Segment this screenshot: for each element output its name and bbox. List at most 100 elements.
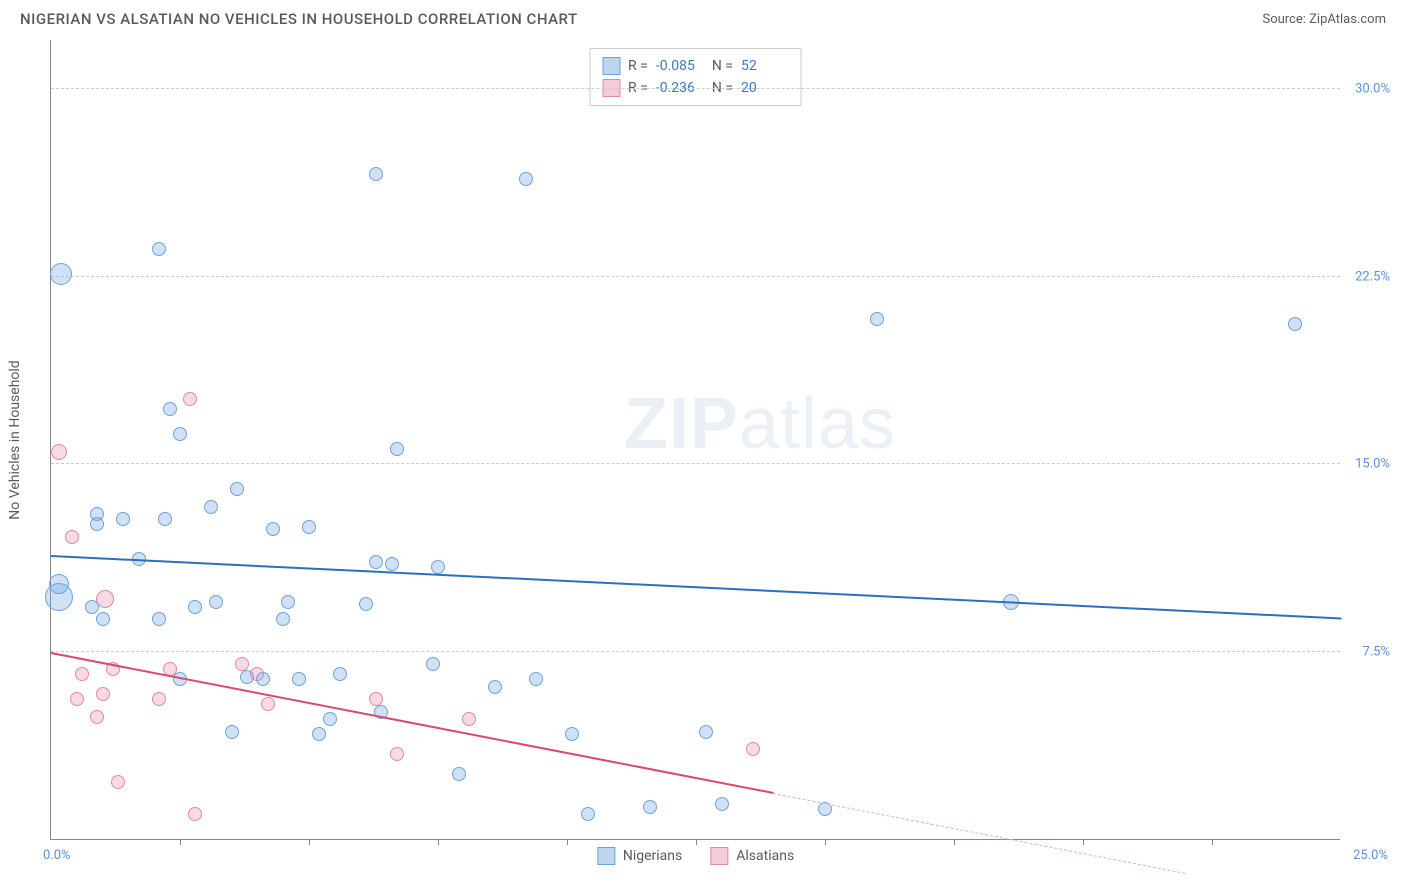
scatter-point xyxy=(261,697,275,711)
scatter-point xyxy=(488,680,502,694)
legend-item: Nigerians xyxy=(597,847,682,865)
scatter-point xyxy=(225,725,239,739)
correlation-stats-box: R =-0.085N =52R =-0.236N =20 xyxy=(589,48,802,106)
scatter-point xyxy=(462,712,476,726)
scatter-point xyxy=(50,263,72,285)
trend-line xyxy=(51,652,774,794)
scatter-point xyxy=(188,600,202,614)
scatter-point xyxy=(746,742,760,756)
scatter-point xyxy=(152,612,166,626)
scatter-point xyxy=(85,600,99,614)
gridline xyxy=(51,651,1340,652)
source-attribution: Source: ZipAtlas.com xyxy=(1262,12,1386,27)
plot-area: ZIPatlas No Vehicles in Household R =-0.… xyxy=(50,40,1340,840)
scatter-point xyxy=(90,710,104,724)
scatter-point xyxy=(581,807,595,821)
n-value: 52 xyxy=(741,58,789,74)
scatter-point xyxy=(116,512,130,526)
x-axis-max-label: 25.0% xyxy=(1353,848,1388,863)
watermark-bold: ZIP xyxy=(624,384,739,464)
scatter-point xyxy=(75,667,89,681)
x-tick xyxy=(309,839,310,845)
scatter-point xyxy=(281,595,295,609)
trend-line xyxy=(51,555,1341,619)
scatter-point xyxy=(390,747,404,761)
scatter-point xyxy=(333,667,347,681)
scatter-point xyxy=(565,727,579,741)
watermark-light: atlas xyxy=(739,384,896,464)
scatter-point xyxy=(240,670,254,684)
n-label: N = xyxy=(712,58,733,74)
scatter-point xyxy=(49,574,69,594)
y-axis-title: No Vehicles in Household xyxy=(7,360,23,519)
scatter-point xyxy=(173,427,187,441)
scatter-point xyxy=(452,767,466,781)
r-label: R = xyxy=(628,58,648,74)
gridline xyxy=(51,88,1340,89)
chart-title: NIGERIAN VS ALSATIAN NO VEHICLES IN HOUS… xyxy=(20,10,578,28)
scatter-point xyxy=(529,672,543,686)
x-tick xyxy=(696,839,697,845)
scatter-point xyxy=(426,657,440,671)
watermark: ZIPatlas xyxy=(624,383,896,465)
series-swatch xyxy=(602,57,620,75)
x-tick xyxy=(438,839,439,845)
scatter-point xyxy=(266,522,280,536)
series-legend: Nigerians Alsatians xyxy=(597,847,794,865)
x-tick xyxy=(567,839,568,845)
scatter-point xyxy=(256,672,270,686)
stats-row: R = -0.085 N = 52 xyxy=(602,55,789,77)
legend-label: Alsatians xyxy=(736,848,794,864)
legend-label: Nigerians xyxy=(623,848,682,864)
scatter-point xyxy=(390,442,404,456)
scatter-point xyxy=(152,692,166,706)
x-axis-min-label: 0.0% xyxy=(43,848,71,863)
scatter-point xyxy=(715,797,729,811)
scatter-point xyxy=(70,692,84,706)
y-tick-label: 22.5% xyxy=(1342,269,1390,284)
scatter-point xyxy=(323,712,337,726)
scatter-point xyxy=(302,520,316,534)
scatter-point xyxy=(369,167,383,181)
scatter-point xyxy=(188,807,202,821)
x-tick xyxy=(825,839,826,845)
scatter-point xyxy=(359,597,373,611)
scatter-point xyxy=(312,727,326,741)
scatter-point xyxy=(643,800,657,814)
scatter-point xyxy=(111,775,125,789)
scatter-point xyxy=(158,512,172,526)
scatter-point xyxy=(183,392,197,406)
header: NIGERIAN VS ALSATIAN NO VEHICLES IN HOUS… xyxy=(0,0,1406,32)
x-tick xyxy=(180,839,181,845)
gridline xyxy=(51,463,1340,464)
y-tick-label: 30.0% xyxy=(1342,82,1390,97)
x-tick xyxy=(1083,839,1084,845)
scatter-point xyxy=(870,312,884,326)
legend-swatch xyxy=(710,847,728,865)
scatter-point xyxy=(96,687,110,701)
scatter-point xyxy=(276,612,290,626)
y-tick-label: 15.0% xyxy=(1342,457,1390,472)
scatter-point xyxy=(431,560,445,574)
scatter-point xyxy=(369,555,383,569)
scatter-point xyxy=(292,672,306,686)
scatter-point xyxy=(65,530,79,544)
chart-container: ZIPatlas No Vehicles in Household R =-0.… xyxy=(50,40,1390,840)
scatter-point xyxy=(152,242,166,256)
scatter-point xyxy=(209,595,223,609)
scatter-point xyxy=(519,172,533,186)
x-tick xyxy=(1212,839,1213,845)
scatter-point xyxy=(96,612,110,626)
r-value: -0.085 xyxy=(656,58,704,74)
scatter-point xyxy=(90,507,104,521)
scatter-point xyxy=(1288,317,1302,331)
scatter-point xyxy=(51,444,67,460)
legend-item: Alsatians xyxy=(710,847,794,865)
source-name: ZipAtlas.com xyxy=(1309,12,1386,27)
legend-swatch xyxy=(597,847,615,865)
y-tick-label: 7.5% xyxy=(1342,644,1390,659)
scatter-point xyxy=(163,402,177,416)
gridline xyxy=(51,276,1340,277)
scatter-point xyxy=(699,725,713,739)
x-tick xyxy=(954,839,955,845)
